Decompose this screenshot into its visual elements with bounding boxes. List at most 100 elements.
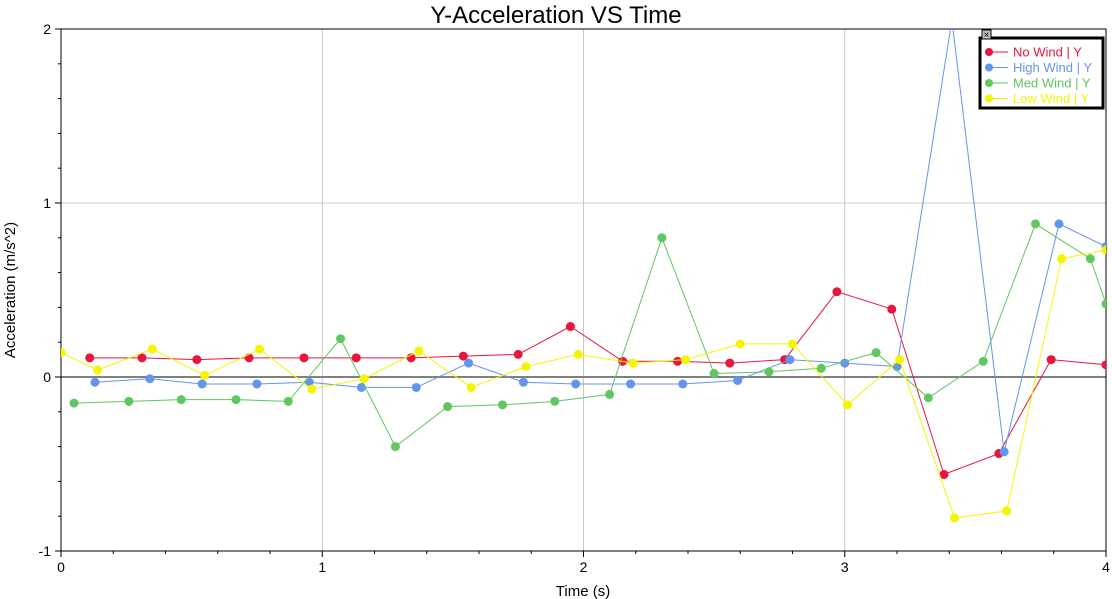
legend-item: No Wind | Y [985,45,1082,60]
data-point [887,304,897,314]
data-point [85,353,95,363]
data-point [1054,219,1064,229]
data-point [356,382,366,392]
legend-item: High Wind | Y [985,60,1092,75]
series-line [94,29,1106,452]
legend-item: Med Wind | Y [985,76,1091,91]
data-point [871,348,881,358]
data-point [411,382,421,392]
data-point [1030,219,1040,229]
data-point [605,389,615,399]
y-tick-label: 1 [43,195,51,211]
data-point [414,346,424,356]
series-2 [69,219,1106,452]
data-point [137,353,147,363]
data-point [231,395,241,405]
y-tick-label: 2 [43,21,51,37]
legend-label: Low Wind | Y [1013,91,1089,106]
tick-labels: 0 1 2 3 4 -1 0 1 2 [39,21,1111,575]
data-point [124,396,134,406]
data-point [816,363,826,373]
data-point [626,379,636,389]
legend-item: Low Wind | Y [985,91,1089,106]
data-point [359,374,369,384]
data-point [680,355,690,365]
data-point [673,356,683,366]
data-point [735,339,745,349]
legend-marker-icon [985,79,993,87]
series-3 [61,245,1106,523]
series-line [89,291,1106,476]
series-layer [61,16,1106,523]
data-point [90,377,100,387]
legend-close-button[interactable]: × [981,29,992,41]
x-tick-label: 1 [318,559,326,575]
data-point [923,393,933,403]
data-point [176,395,186,405]
data-point [573,349,583,359]
legend-box [978,36,1105,110]
data-point [999,447,1009,457]
data-point [628,358,638,368]
x-axis-label: Time (s) [556,583,610,599]
data-point [145,374,155,384]
data-point [1101,245,1106,255]
data-point [255,344,265,354]
legend-marker-icon [985,94,993,103]
data-point [252,379,262,389]
legend-label: High Wind | Y [1013,60,1092,75]
data-point [840,358,850,368]
data-point [678,379,688,389]
data-point [336,334,346,344]
legend-label: Med Wind | Y [1013,76,1091,91]
data-point [307,384,317,394]
x-tick-label: 2 [580,559,588,575]
data-point [197,379,207,389]
data-point [458,351,468,361]
data-point [513,349,523,359]
x-tick-label: 0 [57,559,65,575]
data-point [192,355,202,365]
data-point [498,400,508,410]
data-point [978,356,988,366]
data-point [895,355,905,365]
data-point [565,322,575,332]
data-point [939,469,949,479]
data-point [521,362,531,372]
legend-marker-icon [985,63,993,72]
data-point [785,355,795,365]
data-point [1002,506,1012,516]
y-tick-label: -1 [39,543,52,559]
data-point [709,369,719,379]
data-point [304,377,314,387]
series-line [74,223,1106,448]
data-point [464,358,474,368]
legend-label: No Wind | Y [1013,45,1082,60]
data-point [283,396,293,406]
data-point [518,377,528,387]
legend-marker-icon [985,48,993,56]
data-point [550,396,560,406]
x-tick-label: 3 [841,559,849,575]
data-point [61,348,66,358]
data-point [1101,360,1106,370]
chart-title: Y-Acceleration VS Time [430,2,681,29]
data-point [842,400,852,410]
data-point [93,365,103,375]
series-0 [85,287,1106,479]
data-point [1085,254,1095,264]
data-point [657,233,667,243]
y-axis-label: Acceleration (m/s^2) [2,222,19,358]
data-point [1057,254,1067,264]
data-point [733,375,743,385]
axis-ticks [55,28,1107,557]
data-point [788,339,797,349]
data-point [1101,299,1106,309]
x-tick-label: 4 [1102,559,1110,575]
data-point [443,402,453,412]
data-point [390,442,400,452]
data-point [947,16,956,25]
